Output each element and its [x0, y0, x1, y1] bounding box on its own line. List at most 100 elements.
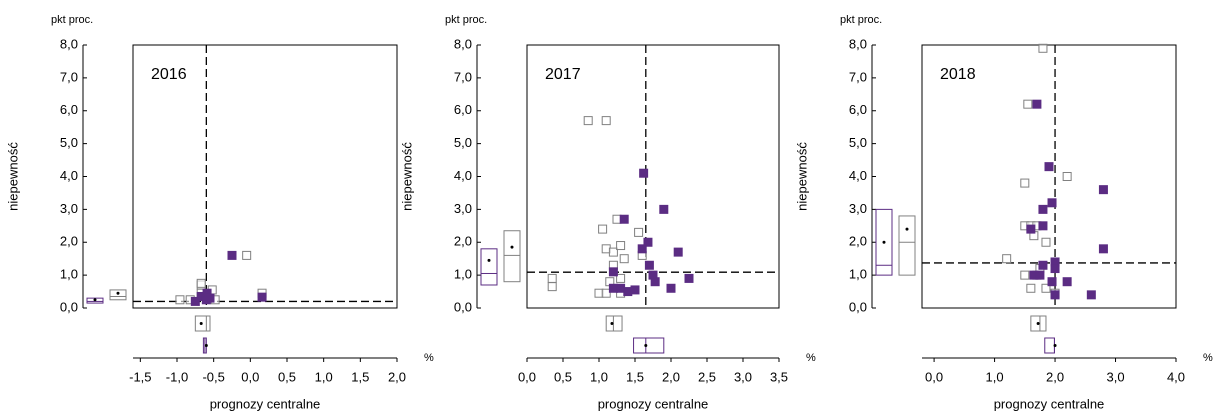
y-tick-label: 7,0 — [60, 69, 78, 84]
x-tick-label: 0,0 — [925, 369, 943, 384]
x-tick-label: 0,0 — [241, 369, 259, 384]
y-tick-label: 8,0 — [454, 36, 472, 51]
x-box-mean — [644, 344, 648, 347]
scatter-point — [616, 241, 626, 251]
scatter-point — [1023, 99, 1033, 109]
y-box-mean — [882, 240, 886, 244]
x-axis-label: prognozy centralne — [994, 396, 1105, 411]
y-tick-label: 0,0 — [60, 299, 78, 314]
y-box — [109, 289, 127, 301]
scatter-point — [598, 224, 608, 234]
y-tick-label: 5,0 — [60, 135, 78, 150]
plot-area — [132, 44, 398, 309]
plot-area — [921, 44, 1177, 309]
x-tick-label: 2,0 — [388, 369, 406, 384]
scatter-point — [639, 168, 649, 178]
y-unit: pkt proc. — [51, 14, 93, 26]
scatter-point — [1044, 162, 1054, 172]
x-tick-label: 1,0 — [590, 369, 608, 384]
y-box — [503, 230, 521, 283]
y-tick-label: 1,0 — [60, 267, 78, 282]
scatter-point — [1035, 270, 1045, 280]
y-tick-label: 5,0 — [454, 135, 472, 150]
plot-area — [526, 44, 780, 309]
y-tick-label: 0,0 — [849, 299, 867, 314]
x-box — [1044, 337, 1055, 354]
y-tick-label: 3,0 — [60, 201, 78, 216]
x-tick-label: 2,0 — [662, 369, 680, 384]
y-tick-label: 4,0 — [60, 168, 78, 183]
y-box — [898, 215, 916, 276]
scatter-point — [205, 293, 215, 303]
scatter-point — [608, 247, 618, 257]
x-box — [633, 337, 665, 354]
scatter-point — [175, 295, 185, 305]
y-tick-label: 6,0 — [454, 102, 472, 117]
scatter-point — [666, 283, 676, 293]
scatter-point — [1038, 43, 1048, 53]
scatter-point — [242, 250, 252, 260]
scatter-point — [619, 214, 629, 224]
y-axis-label: niepewność — [5, 142, 20, 211]
y-axis-label: niepewność — [794, 142, 809, 211]
y-box — [480, 248, 498, 286]
scatter-point — [1041, 237, 1051, 247]
scatter-point — [1020, 178, 1030, 188]
scatter-point — [1026, 224, 1036, 234]
y-tick-label: 2,0 — [849, 234, 867, 249]
x-box — [1030, 315, 1047, 332]
scatter-point — [630, 285, 640, 295]
x-tick-label: 3,0 — [734, 369, 752, 384]
x-tick-label: 1,0 — [315, 369, 333, 384]
scatter-point — [547, 273, 557, 283]
x-tick-label: -0,5 — [202, 369, 224, 384]
scatter-point — [1020, 270, 1030, 280]
scatter-point — [659, 204, 669, 214]
x-tick-label: 0,5 — [554, 369, 572, 384]
scatter-point — [1002, 254, 1012, 264]
y-tick-label: 7,0 — [454, 69, 472, 84]
scatter-point — [1098, 244, 1108, 254]
y-tick-label: 1,0 — [454, 267, 472, 282]
x-unit: % — [424, 352, 434, 364]
panel-year: 2017 — [545, 66, 581, 83]
scatter-point — [1047, 277, 1057, 287]
scatter-point — [1038, 204, 1048, 214]
scatter-point — [190, 296, 200, 306]
x-tick-label: 1,5 — [351, 369, 369, 384]
scatter-point — [673, 247, 683, 257]
scatter-point — [1086, 290, 1096, 300]
scatter-point — [1062, 277, 1072, 287]
y-tick-label: 6,0 — [60, 102, 78, 117]
x-box-mean — [1036, 322, 1040, 325]
scatter-point — [1050, 264, 1060, 274]
y-box — [875, 208, 893, 276]
x-tick-label: 4,0 — [1167, 369, 1185, 384]
x-tick-label: 3,5 — [770, 369, 788, 384]
y-tick-label: 3,0 — [454, 201, 472, 216]
x-tick-label: -1,0 — [166, 369, 188, 384]
scatter-point — [1038, 260, 1048, 270]
x-tick-label: 3,0 — [1106, 369, 1124, 384]
scatter-point — [608, 283, 618, 293]
y-tick-label: 2,0 — [60, 234, 78, 249]
scatter-point — [1098, 185, 1108, 195]
scatter-point — [644, 260, 654, 270]
y-box-mean — [487, 258, 491, 262]
x-axis-label: prognozy centralne — [598, 396, 709, 411]
y-tick-label: 5,0 — [849, 135, 867, 150]
scatter-point — [1026, 283, 1036, 293]
scatter-point — [583, 116, 593, 126]
x-box-mean — [199, 322, 203, 325]
panel-year: 2018 — [940, 66, 976, 83]
x-tick-label: 1,5 — [626, 369, 644, 384]
x-axis-label: prognozy centralne — [210, 396, 321, 411]
y-axis-label: niepewność — [399, 142, 414, 211]
y-box-mean — [905, 227, 909, 231]
y-tick-label: 4,0 — [849, 168, 867, 183]
scatter-point — [1062, 172, 1072, 181]
scatter-point — [637, 244, 647, 254]
y-box-mean — [510, 245, 514, 249]
scatter-point — [619, 254, 629, 264]
scatter-point — [1032, 99, 1042, 109]
